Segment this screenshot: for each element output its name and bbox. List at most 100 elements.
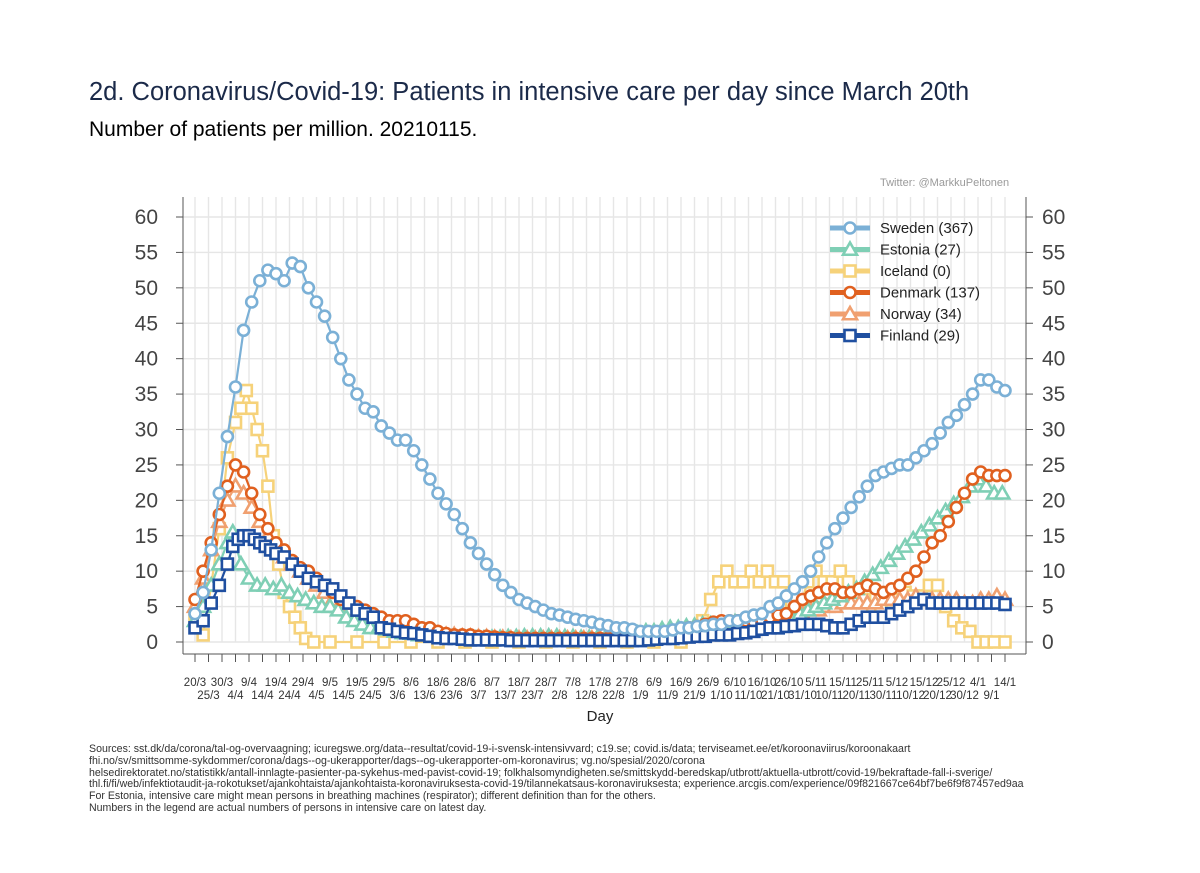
- data-point: [366, 404, 381, 419]
- x-tick-label: 6/10: [724, 677, 746, 689]
- data-point: [900, 458, 915, 472]
- data-point: [803, 564, 818, 578]
- data-point: [220, 557, 235, 571]
- legend-marker: [843, 221, 857, 235]
- data-point: [828, 521, 842, 536]
- data-point: [957, 397, 972, 412]
- data-point: [965, 472, 980, 486]
- sources-notes: Sources: sst.dk/da/corona/tal-og-overvaa…: [89, 743, 1189, 815]
- data-point: [309, 295, 324, 309]
- y-tick-label-left: 60: [135, 206, 158, 229]
- data-point: [744, 564, 759, 578]
- x-tick-label: 12/8: [575, 690, 597, 702]
- legend-label: Denmark (137): [880, 285, 980, 302]
- data-point: [244, 401, 259, 416]
- data-point: [196, 613, 210, 628]
- data-point: [350, 635, 364, 649]
- y-tick-label-right: 0: [1042, 631, 1054, 654]
- data-point: [976, 476, 996, 493]
- legend-label: Estonia (27): [880, 242, 961, 259]
- data-point: [398, 433, 413, 447]
- x-axis-title: Day: [587, 708, 614, 725]
- x-tick-label: 9/5: [322, 677, 338, 689]
- x-tick-label: 25/12: [937, 677, 966, 689]
- x-tick-label: 23/7: [521, 690, 543, 702]
- legend-label: Iceland (0): [880, 263, 951, 280]
- data-point: [325, 582, 340, 596]
- data-point: [900, 571, 915, 586]
- data-point: [720, 564, 734, 578]
- x-tick-label: 10/11: [816, 690, 844, 702]
- legend-label: Sweden (367): [880, 220, 973, 237]
- data-point: [269, 266, 283, 281]
- x-tick-label: 5/12: [886, 677, 908, 689]
- data-point: [366, 610, 381, 625]
- data-point: [933, 528, 948, 543]
- y-tick-label-left: 20: [135, 489, 158, 512]
- x-tick-label: 3/7: [471, 690, 487, 702]
- x-tick-label: 21/9: [683, 690, 705, 702]
- x-tick-label: 4/1: [970, 677, 986, 689]
- data-point: [471, 546, 486, 561]
- y-tick-label-left: 25: [135, 454, 158, 477]
- x-tick-label: 15/12: [910, 677, 939, 689]
- data-point: [795, 574, 810, 589]
- data-point: [463, 536, 478, 550]
- x-tick-label: 26/10: [775, 677, 804, 689]
- data-point: [325, 330, 340, 345]
- x-tick-label: 4/5: [309, 690, 325, 702]
- x-tick-label: 23/6: [440, 690, 462, 702]
- x-tick-label: 7/8: [565, 677, 581, 689]
- x-tick-label: 24/4: [278, 690, 301, 702]
- x-tick-label: 2/8: [552, 690, 568, 702]
- data-point: [301, 281, 316, 295]
- y-tick-label-left: 40: [135, 348, 158, 371]
- legend-marker: [840, 239, 860, 257]
- x-tick-label: 14/4: [251, 690, 274, 702]
- data-point: [244, 486, 259, 501]
- y-tick-label-right: 55: [1042, 241, 1065, 264]
- data-point: [771, 596, 786, 610]
- x-tick-label: 10/12: [896, 690, 925, 702]
- x-tick-label: 18/6: [427, 677, 449, 689]
- data-point: [779, 589, 794, 603]
- note-line: For Estonia, intensive care might mean p…: [89, 790, 656, 803]
- data-point: [423, 472, 437, 486]
- y-tick-label-left: 5: [146, 596, 158, 619]
- data-point: [965, 387, 980, 401]
- series-layer: [185, 256, 1015, 649]
- x-tick-label: 8/7: [484, 677, 500, 689]
- x-tick-label: 9/1: [984, 690, 1000, 702]
- legend-marker: [843, 328, 857, 343]
- data-point: [930, 578, 945, 593]
- data-point: [293, 564, 308, 578]
- plot-background: [183, 197, 1026, 654]
- data-point: [787, 599, 802, 614]
- series-sweden: [188, 256, 1012, 639]
- x-tick-label: 25/11: [856, 677, 884, 689]
- data-point: [252, 507, 267, 522]
- y-tick-label-right: 25: [1042, 454, 1065, 477]
- source-line: fhi.no/sv/smittsomme-sykdommer/corona/da…: [89, 754, 705, 767]
- data-point: [760, 564, 775, 578]
- x-tick-label: 20/11: [843, 690, 871, 702]
- data-point: [819, 536, 834, 550]
- data-point: [255, 443, 270, 458]
- data-point: [479, 557, 494, 571]
- legend-item: Denmark (137): [830, 285, 980, 302]
- data-point: [487, 567, 502, 582]
- data-point: [993, 483, 1012, 500]
- x-tick-label: 30/11: [870, 690, 898, 702]
- x-tick-label: 28/7: [535, 677, 557, 689]
- legend-marker: [843, 264, 857, 278]
- y-tick-label-right: 30: [1042, 419, 1065, 442]
- y-tick-label-right: 50: [1042, 277, 1065, 300]
- x-tick-label: 21/10: [761, 690, 790, 702]
- data-point: [342, 373, 356, 387]
- legend-item: Sweden (367): [830, 220, 973, 237]
- chart-subtitle: Number of patients per million. 20210115…: [89, 118, 478, 141]
- data-point: [860, 479, 875, 493]
- x-tick-label: 13/6: [413, 690, 435, 702]
- x-tick-label: 11/9: [657, 690, 679, 702]
